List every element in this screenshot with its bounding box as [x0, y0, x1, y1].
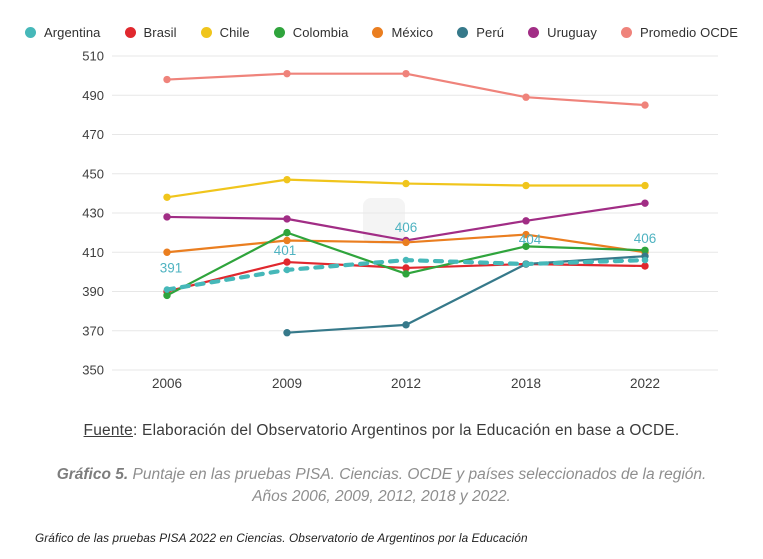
point-value-label: 406: [634, 231, 657, 246]
y-tick-label: 490: [82, 88, 104, 103]
data-point-uruguay: [283, 215, 291, 223]
data-point-m-xico: [163, 248, 171, 256]
data-point-m-xico: [522, 230, 530, 239]
legend-item-argentina[interactable]: Argentina: [24, 24, 101, 40]
data-point-colombia: [402, 270, 410, 278]
legend-label: Colombia: [292, 24, 349, 40]
point-value-label: 406: [395, 220, 418, 235]
data-point-chile: [283, 175, 291, 184]
legend-label: Chile: [219, 24, 250, 40]
data-point-argentina: [163, 286, 171, 293]
data-point-colombia: [163, 291, 171, 300]
data-point-m-xico: [402, 238, 410, 247]
data-point-argentina: [641, 256, 649, 264]
data-point-chile: [402, 179, 410, 188]
legend-item-per-[interactable]: Perú: [457, 25, 504, 40]
data-point-chile: [522, 181, 530, 190]
legend-item-uruguay[interactable]: Uruguay: [528, 25, 597, 40]
data-point-chile: [163, 193, 171, 201]
y-tick-label: 450: [82, 166, 104, 181]
legend-swatch-icon: [273, 26, 285, 38]
x-tick-label: 2006: [152, 376, 182, 391]
data-point-uruguay: [641, 199, 649, 207]
legend-item-chile[interactable]: Chile: [200, 24, 250, 40]
figure-caption: Gráfico 5. Puntaje en las pruebas PISA. …: [54, 464, 710, 509]
legend-swatch-icon: [372, 26, 384, 38]
legend-item-colombia[interactable]: Colombia: [273, 24, 349, 40]
legend-swatch-icon: [124, 26, 136, 38]
legend-swatch-icon: [457, 26, 469, 38]
data-point-argentina: [283, 266, 291, 274]
legend-swatch-icon: [620, 26, 632, 38]
data-point-argentina: [522, 260, 530, 268]
data-point-promedio-ocde: [283, 69, 291, 78]
data-point-promedio-ocde: [163, 75, 171, 84]
data-point-promedio-ocde: [641, 101, 649, 109]
data-point-uruguay: [522, 217, 530, 225]
point-value-label: 401: [274, 243, 297, 258]
legend-label: Perú: [476, 24, 505, 40]
legend-label: Promedio OCDE: [639, 24, 739, 40]
bottom-note: Gráfico de las pruebas PISA 2022 en Cien…: [35, 531, 528, 545]
legend-swatch-icon: [200, 26, 212, 38]
legend-item-brasil[interactable]: Brasil: [124, 24, 177, 40]
y-tick-label: 470: [82, 127, 104, 142]
x-tick-label: 2022: [630, 376, 660, 391]
caption-text: Puntaje en las pruebas PISA. Ciencias. O…: [128, 466, 707, 506]
chart-legend: Argentina Brasil Chile Colombia México Perú Ur…: [0, 0, 763, 44]
data-point-promedio-ocde: [522, 93, 530, 101]
data-point-uruguay: [163, 213, 171, 221]
y-tick-label: 370: [82, 323, 104, 338]
point-value-label: 404: [519, 232, 542, 247]
source-note: Fuente: Elaboración del Observatorio Arg…: [0, 422, 763, 440]
data-point-colombia: [641, 246, 649, 254]
source-text: : Elaboración del Observatorio Argentino…: [133, 422, 680, 439]
data-point-per-: [402, 321, 410, 329]
legend-label: México: [391, 24, 434, 40]
point-value-label: 391: [160, 261, 183, 276]
chart-area: 350 370 390 410 430 450 470 490 510 391 401 406 404 4…: [0, 48, 763, 400]
legend-label: Uruguay: [547, 24, 597, 40]
data-point-chile: [641, 181, 649, 190]
data-point-brasil: [283, 258, 291, 266]
source-label: Fuente: [83, 422, 134, 439]
y-tick-label: 390: [82, 284, 104, 299]
y-tick-label: 510: [82, 49, 104, 64]
watermark-box: [363, 198, 405, 244]
legend-item-m-xico[interactable]: México: [372, 25, 433, 40]
y-tick-label: 350: [82, 363, 104, 378]
legend-item-promedio-ocde[interactable]: Promedio OCDE: [620, 24, 739, 40]
data-point-promedio-ocde: [402, 69, 410, 78]
data-point-brasil: [402, 264, 410, 272]
legend-swatch-icon: [528, 26, 540, 38]
x-tick-label: 2009: [272, 376, 302, 391]
x-tick-label: 2018: [511, 376, 541, 391]
data-point-colombia: [283, 228, 291, 237]
data-point-colombia: [522, 242, 530, 251]
series-line-promedio-ocde: [165, 72, 647, 107]
legend-label: Argentina: [43, 24, 101, 40]
data-point-brasil: [641, 262, 649, 270]
y-tick-label: 410: [82, 245, 104, 260]
series-line-per-: [285, 255, 647, 334]
legend-swatch-icon: [24, 26, 36, 38]
data-point-per-: [283, 329, 291, 337]
legend-label: Brasil: [143, 24, 177, 40]
data-point-m-xico: [283, 236, 291, 245]
data-point-argentina: [402, 256, 410, 264]
y-tick-label: 430: [82, 206, 104, 221]
caption-title: Gráfico 5.: [56, 466, 129, 483]
x-tick-label: 2012: [391, 376, 421, 391]
pisa-line-chart: 350 370 390 410 430 450 470 490 510 391 401 406 404 4…: [82, 49, 718, 391]
